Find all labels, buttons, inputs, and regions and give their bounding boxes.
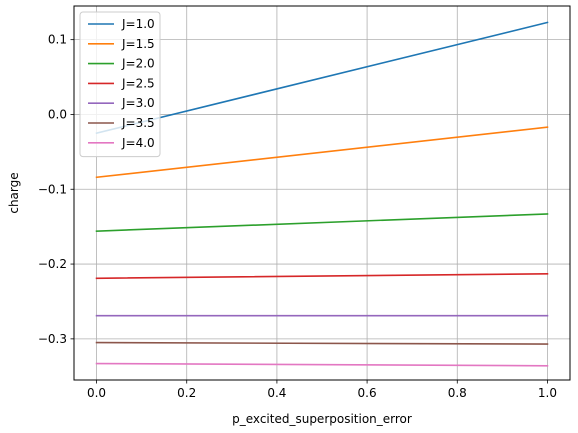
x-tick-label: 0.2 bbox=[177, 386, 196, 400]
series-line bbox=[95, 213, 549, 232]
y-tick-label: 0.1 bbox=[48, 33, 67, 47]
series-line bbox=[95, 362, 549, 367]
x-tick-label: 0.8 bbox=[448, 386, 467, 400]
y-tick-label: 0.0 bbox=[48, 107, 67, 121]
legend-label: J=2.5 bbox=[121, 76, 155, 90]
legend-label: J=1.5 bbox=[121, 37, 155, 51]
legend-label: J=3.5 bbox=[121, 116, 155, 130]
x-axis-label: p_excited_superposition_error bbox=[232, 412, 412, 426]
legend-box bbox=[79, 11, 161, 158]
plot-frame bbox=[73, 5, 571, 381]
y-tick-label: −0.1 bbox=[38, 182, 67, 196]
x-tick-label: 0.4 bbox=[267, 386, 286, 400]
y-tick-label: −0.3 bbox=[38, 332, 67, 346]
legend-label: J=3.0 bbox=[121, 96, 155, 110]
series-line bbox=[95, 126, 549, 179]
series-line bbox=[95, 341, 549, 345]
series-line bbox=[95, 272, 549, 280]
x-tick-label: 1.0 bbox=[538, 386, 557, 400]
legend: J=1.0 J=1.5 J=2.0 J=2.5 J=3.0 J=3.5 J=4.0 bbox=[79, 11, 161, 158]
x-tick-label: 0.6 bbox=[358, 386, 377, 400]
x-tick-label: 0.0 bbox=[87, 386, 106, 400]
y-tick-label: −0.2 bbox=[38, 257, 67, 271]
legend-label: J=2.0 bbox=[121, 57, 155, 71]
series-lines bbox=[95, 21, 549, 367]
y-axis-label: charge bbox=[7, 172, 21, 213]
legend-label: J=1.0 bbox=[121, 17, 155, 31]
axis-ticks: 0.0 0.2 0.4 0.6 0.8 1.0 −0.3 −0.2 −0.1 0.0 0.1 bbox=[38, 33, 557, 400]
legend-label: J=4.0 bbox=[121, 136, 155, 150]
series-line bbox=[95, 21, 549, 135]
